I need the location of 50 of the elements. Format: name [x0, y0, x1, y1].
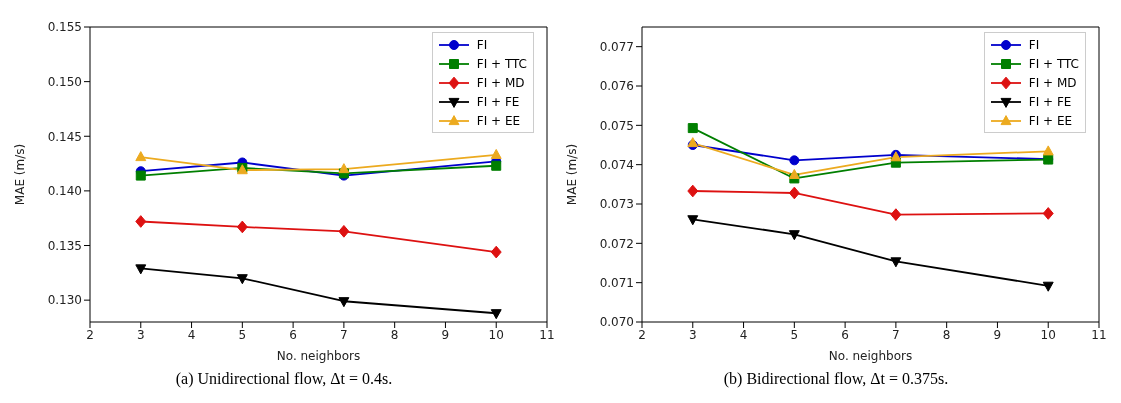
- x-tick-label: 11: [539, 327, 555, 342]
- y-tick-label: 0.072: [599, 236, 634, 251]
- legend-label: FI + TTC: [1028, 56, 1079, 71]
- text: (b) Bidirectional flow, Δt = 0.375s.: [722, 370, 950, 388]
- x-tick-label: 5: [238, 327, 247, 342]
- x-axis-title: No. neighbors: [276, 349, 361, 363]
- y-tick-label: 0.075: [599, 118, 634, 133]
- y-tick-label: 0.070: [599, 315, 634, 330]
- y-tick-label: 0.145: [47, 129, 82, 144]
- legend-label: FI + MD: [476, 75, 525, 90]
- x-axis-title: No. neighbors: [828, 349, 913, 363]
- text: (a) Unidirectional flow, Δt = 0.4s.: [174, 370, 394, 388]
- x-tick-label: 5: [790, 327, 799, 342]
- y-axis-title: MAE (m/s): [565, 143, 580, 206]
- x-tick-label: 9: [441, 327, 450, 342]
- y-tick-label: 0.130: [47, 293, 82, 308]
- y-tick-label: 0.071: [599, 275, 634, 290]
- x-tick-label: 3: [688, 327, 697, 342]
- legend-label: FI + FE: [476, 94, 520, 109]
- y-tick-label: 0.135: [47, 238, 82, 253]
- y-tick-label: 0.073: [599, 197, 634, 212]
- y-tick-label: 0.155: [47, 20, 82, 35]
- x-tick-label: 6: [289, 327, 297, 342]
- x-tick-label: 7: [892, 327, 900, 342]
- x-tick-label: 9: [993, 327, 1002, 342]
- x-tick-label: 4: [187, 327, 196, 342]
- x-tick-label: 10: [1040, 327, 1056, 342]
- legend-label: FI + MD: [1028, 75, 1077, 90]
- legend-label: FI + FE: [1028, 94, 1072, 109]
- legend-label: FI + TTC: [476, 56, 527, 71]
- x-tick-label: 10: [488, 327, 504, 342]
- legend-label: FI + EE: [1028, 113, 1073, 128]
- x-tick-label: 4: [739, 327, 748, 342]
- legend-label: FI: [1028, 37, 1040, 52]
- y-axis-title: MAE (m/s): [13, 143, 28, 206]
- x-tick-label: 2: [638, 327, 646, 342]
- x-tick-label: 3: [136, 327, 145, 342]
- y-tick-label: 0.076: [599, 79, 634, 94]
- x-tick-label: 7: [340, 327, 348, 342]
- x-tick-label: 11: [1091, 327, 1107, 342]
- x-tick-label: 2: [86, 327, 94, 342]
- legend-label: FI: [476, 37, 488, 52]
- y-tick-label: 0.077: [599, 39, 634, 54]
- x-tick-label: 6: [841, 327, 849, 342]
- x-tick-label: 8: [942, 327, 951, 342]
- y-tick-label: 0.140: [47, 184, 82, 199]
- y-tick-label: 0.150: [47, 74, 82, 89]
- y-tick-label: 0.074: [599, 157, 634, 172]
- legend-label: FI + EE: [476, 113, 521, 128]
- x-tick-label: 8: [390, 327, 399, 342]
